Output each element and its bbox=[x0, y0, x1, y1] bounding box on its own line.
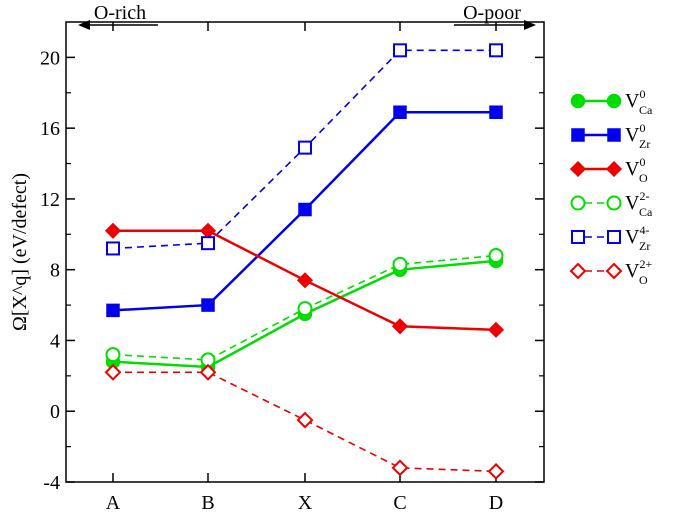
axes: -4 0 4 8 12 16 20 A B X C D bbox=[40, 22, 544, 514]
annotation-o-poor: O-poor bbox=[454, 2, 536, 30]
series-layer bbox=[104, 43, 505, 480]
legend-marker bbox=[569, 160, 587, 178]
data-point bbox=[199, 363, 217, 381]
y-tick-label: -4 bbox=[43, 472, 60, 494]
data-point bbox=[106, 241, 120, 256]
data-point bbox=[298, 202, 312, 217]
data-point bbox=[487, 321, 505, 338]
legend-marker bbox=[570, 195, 586, 211]
legend-marker bbox=[605, 262, 623, 280]
legend-label: V0 Ca bbox=[625, 87, 653, 117]
data-point bbox=[489, 43, 503, 58]
legend-marker bbox=[570, 93, 586, 109]
data-point bbox=[393, 105, 407, 119]
annotation-o-poor-text: O-poor bbox=[463, 2, 521, 24]
data-point bbox=[298, 140, 312, 155]
series-5 bbox=[104, 363, 505, 480]
data-point bbox=[487, 462, 505, 480]
series-line bbox=[113, 371, 497, 473]
data-point bbox=[104, 222, 122, 239]
legend-label: V0 O bbox=[625, 155, 648, 185]
legend-marker bbox=[571, 230, 585, 244]
legend-item: V0 Zr bbox=[571, 121, 650, 151]
data-point bbox=[296, 411, 314, 429]
legend-marker bbox=[606, 195, 622, 211]
data-point bbox=[392, 256, 408, 272]
annotation-o-rich-text: O-rich bbox=[94, 2, 146, 24]
legend-marker bbox=[569, 262, 587, 280]
data-point bbox=[199, 222, 217, 239]
legend-marker bbox=[605, 160, 623, 178]
annotation-o-rich-arrowhead bbox=[78, 20, 90, 30]
x-tick-label: D bbox=[489, 492, 503, 514]
data-point bbox=[201, 236, 215, 251]
series-1 bbox=[106, 105, 503, 318]
legend-label: V4-Zr bbox=[625, 223, 650, 253]
y-tick-label: 0 bbox=[50, 401, 60, 423]
series-2 bbox=[104, 222, 505, 338]
data-point bbox=[393, 43, 407, 58]
y-tick-label: 20 bbox=[40, 47, 60, 69]
y-axis-label: Ω[X^q] (eV/defect) bbox=[9, 173, 31, 331]
legend-marker bbox=[607, 128, 621, 142]
data-point bbox=[106, 303, 120, 318]
legend-marker bbox=[607, 230, 621, 244]
legend-label: V2+ O bbox=[625, 257, 652, 287]
legend-marker bbox=[571, 128, 585, 142]
x-tick-label: A bbox=[106, 492, 121, 514]
y-tick-label: 4 bbox=[50, 330, 60, 352]
legend-item: V0 Ca bbox=[570, 87, 653, 117]
y-tick-label: 8 bbox=[50, 260, 60, 282]
legend-marker bbox=[606, 93, 622, 109]
legend-label: V0 Zr bbox=[625, 121, 650, 151]
data-point bbox=[489, 105, 503, 119]
legend-item: V0 O bbox=[569, 155, 648, 185]
data-point bbox=[201, 298, 215, 312]
x-tick-label: B bbox=[201, 492, 214, 514]
data-point bbox=[391, 459, 409, 477]
y-tick-label: 12 bbox=[40, 189, 60, 211]
data-point bbox=[488, 248, 504, 264]
series-4 bbox=[106, 43, 503, 256]
data-point bbox=[391, 318, 409, 335]
legend-label: V2-Ca bbox=[625, 189, 653, 219]
x-tick-label: X bbox=[298, 492, 313, 514]
x-tick-label: C bbox=[393, 492, 406, 514]
annotation-o-rich: O-rich bbox=[78, 2, 158, 30]
data-point bbox=[296, 272, 314, 289]
series-3 bbox=[105, 248, 504, 368]
legend-item: V2-Ca bbox=[570, 189, 653, 219]
legend: V0 Ca V0 Zr V0 O V2-Ca V4-Zr V2+ O bbox=[569, 87, 653, 287]
annotation-o-poor-arrowhead bbox=[524, 20, 536, 30]
legend-item: V4-Zr bbox=[571, 223, 650, 253]
data-point bbox=[105, 347, 121, 363]
legend-item: V2+ O bbox=[569, 257, 652, 287]
data-point bbox=[297, 301, 313, 317]
data-point bbox=[104, 363, 122, 381]
y-tick-label: 16 bbox=[40, 118, 60, 140]
